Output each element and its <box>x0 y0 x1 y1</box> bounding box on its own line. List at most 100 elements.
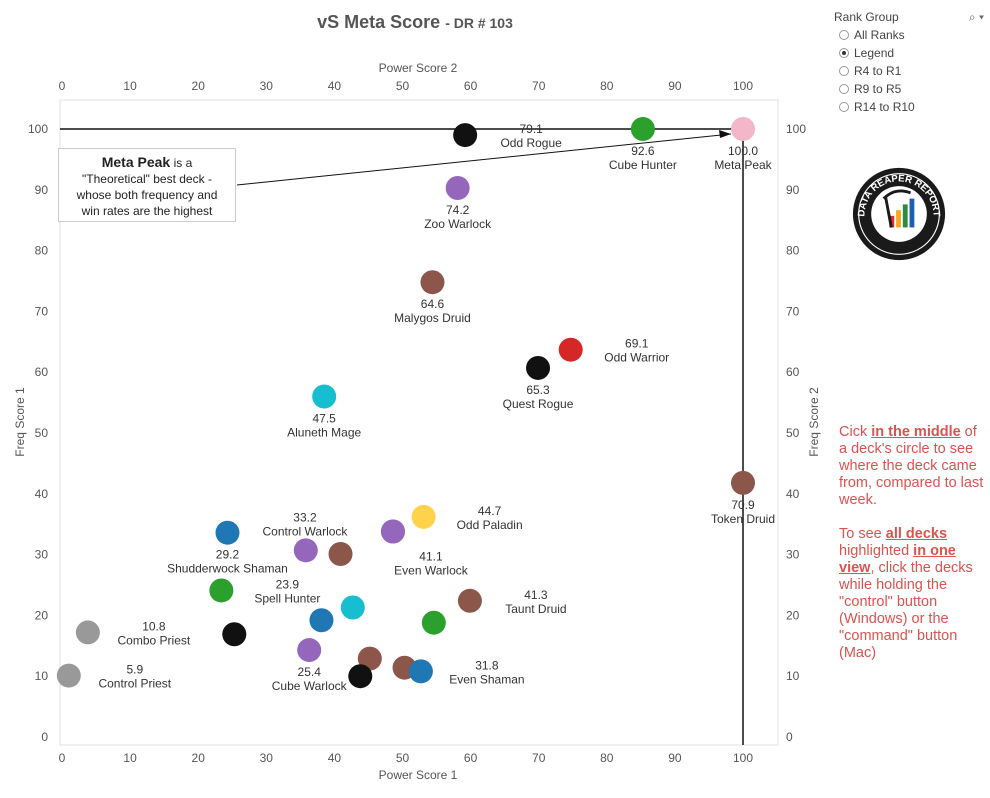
x-tick-top-label: 50 <box>396 79 410 93</box>
y-tick-right-label: 50 <box>786 426 800 440</box>
deck-score-label: 65.3 <box>526 383 550 397</box>
deck-score-label: 25.4 <box>298 665 322 679</box>
x-tick-bottom-label: 80 <box>600 751 614 765</box>
x-tick-top-label: 20 <box>192 79 206 93</box>
deck-name-label: Odd Rogue <box>500 136 562 150</box>
x-tick-bottom-label: 10 <box>123 751 137 765</box>
rank-group-filter: Rank Group ⌕ ▾ All Ranks Legend R4 to R1 R9… <box>834 8 984 116</box>
deck-point-26[interactable] <box>348 664 373 689</box>
rank-group-label: Rank Group <box>834 10 899 24</box>
x-axis-bottom-title: Power Score 1 <box>379 768 458 782</box>
deck-name-label: Shudderwock Shaman <box>167 562 288 576</box>
x-tick-top-label: 30 <box>260 79 274 93</box>
deck-point-13[interactable] <box>328 541 353 566</box>
y-tick-left-label: 70 <box>35 304 49 318</box>
deck-point-17[interactable] <box>340 595 365 620</box>
data-reaper-logo: DATA REAPER REPORT <box>852 167 946 261</box>
deck-score-label: 100.0 <box>728 144 758 158</box>
deck-score-label: 33.2 <box>293 510 317 524</box>
rank-option-3[interactable]: R9 to R5 <box>834 80 984 98</box>
deck-point-8[interactable] <box>731 470 755 495</box>
deck-name-label: Token Druid <box>711 512 775 526</box>
rank-option-label: R14 to R10 <box>854 100 915 114</box>
deck-point-4[interactable] <box>420 270 445 295</box>
y-tick-left-label: 10 <box>35 669 49 683</box>
x-tick-top-label: 60 <box>464 79 478 93</box>
x-tick-top-label: 70 <box>532 79 546 93</box>
deck-point-23[interactable] <box>357 646 382 671</box>
y-axis-right-title: Freq Score 2 <box>807 387 821 457</box>
x-tick-top-label: 100 <box>733 79 753 93</box>
deck-point-18[interactable] <box>309 608 334 633</box>
rank-option-1[interactable]: Legend <box>834 44 984 62</box>
deck-point-19[interactable] <box>421 610 446 635</box>
y-tick-right-label: 20 <box>786 608 800 622</box>
deck-point-2[interactable] <box>453 123 478 148</box>
y-tick-right-label: 70 <box>786 304 800 318</box>
deck-name-label: Even Warlock <box>394 563 469 577</box>
y-tick-left-label: 50 <box>35 426 49 440</box>
radio-icon[interactable] <box>839 66 849 76</box>
x-tick-bottom-label: 60 <box>464 751 478 765</box>
callout-arrowhead <box>719 130 731 138</box>
deck-point-9[interactable] <box>411 504 436 529</box>
deck-point-15[interactable] <box>209 578 234 603</box>
help-paragraph-2: To see all decks highlighted in one view… <box>839 526 973 661</box>
callout-line4: win rates are the highest <box>81 204 213 218</box>
chart-title-main: vS Meta Score <box>317 12 441 32</box>
deck-name-label: Control Priest <box>98 677 171 691</box>
chart-title-sub: - DR # 103 <box>445 15 513 31</box>
y-tick-left-label: 60 <box>35 365 49 379</box>
deck-point-1[interactable] <box>630 117 655 141</box>
deck-score-label: 64.6 <box>421 297 445 311</box>
radio-icon[interactable] <box>839 48 849 58</box>
deck-point-6[interactable] <box>526 355 551 380</box>
deck-point-3[interactable] <box>445 175 470 200</box>
deck-point-20[interactable] <box>75 620 100 645</box>
y-tick-right-label: 10 <box>786 669 800 683</box>
deck-name-label: Control Warlock <box>263 524 349 538</box>
deck-point-25[interactable] <box>408 659 433 684</box>
deck-point-0[interactable] <box>731 117 755 141</box>
search-dropdown-icon[interactable]: ⌕ ▾ <box>968 9 984 24</box>
deck-point-7[interactable] <box>312 384 337 409</box>
x-axis-top-title: Power Score 2 <box>379 61 458 75</box>
callout-line3: whose both frequency and <box>76 188 218 202</box>
callout-arrow <box>236 133 732 186</box>
deck-point-21[interactable] <box>222 622 247 647</box>
rank-option-2[interactable]: R4 to R1 <box>834 62 984 80</box>
scatter-chart[interactable]: 0010102020303040405050606070708080909010… <box>0 0 830 798</box>
y-tick-right-label: 100 <box>786 122 806 136</box>
rank-option-label: R9 to R5 <box>854 82 902 96</box>
help-text: Cick in the middle of a deck's circle to… <box>839 424 984 679</box>
radio-icon[interactable] <box>839 102 849 112</box>
x-tick-top-label: 80 <box>600 79 614 93</box>
rank-option-0[interactable]: All Ranks <box>834 26 984 44</box>
callout-line2: "Theoretical" best deck - <box>82 172 212 186</box>
radio-icon[interactable] <box>839 84 849 94</box>
deck-point-14[interactable] <box>380 519 405 544</box>
deck-point-27[interactable] <box>56 663 81 688</box>
x-tick-top-label: 40 <box>328 79 342 93</box>
deck-score-label: 29.2 <box>216 548 240 562</box>
deck-point-5[interactable] <box>558 337 583 362</box>
deck-point-12[interactable] <box>293 538 318 563</box>
chart-title: vS Meta Score - DR # 103 <box>0 12 830 33</box>
deck-point-16[interactable] <box>457 588 482 613</box>
deck-point-22[interactable] <box>297 638 322 663</box>
rank-option-label: Legend <box>854 46 895 60</box>
x-tick-bottom-label: 40 <box>328 751 342 765</box>
meta-peak-callout: Meta Peak is a "Theoretical" best deck -… <box>58 148 236 222</box>
y-tick-right-label: 80 <box>786 244 800 258</box>
deck-name-label: Quest Rogue <box>503 397 574 411</box>
deck-name-label: Malygos Druid <box>394 311 471 325</box>
deck-score-label: 47.5 <box>313 412 337 426</box>
x-tick-bottom-label: 70 <box>532 751 546 765</box>
x-tick-bottom-label: 50 <box>396 751 410 765</box>
x-tick-bottom-label: 100 <box>733 751 753 765</box>
deck-point-11[interactable] <box>215 520 240 545</box>
rank-option-label: R4 to R1 <box>854 64 902 78</box>
rank-option-4[interactable]: R14 to R10 <box>834 98 984 116</box>
y-tick-left-label: 90 <box>35 183 49 197</box>
radio-icon[interactable] <box>839 30 849 40</box>
